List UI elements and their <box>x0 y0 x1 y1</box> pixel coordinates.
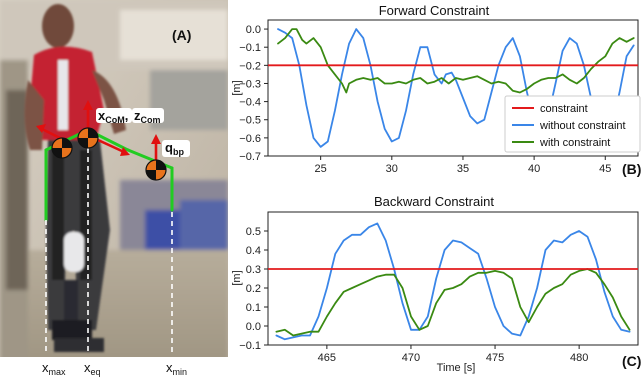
xeq-label: xeq <box>84 360 101 377</box>
series-without-constraint-line <box>277 28 635 148</box>
chart-backward-yticks: 0.5 0.4 0.3 0.2 0.1 0.0 −0.1 <box>239 226 268 352</box>
com-arrow-right <box>97 138 125 154</box>
qbp-label-box <box>162 140 190 157</box>
exoskeleton-photo-panel: xCoM, zCom qbp (A) xmax xeq xmin <box>0 0 228 380</box>
chart-forward-frame <box>267 19 639 157</box>
panel-label-c: (C) <box>622 353 641 369</box>
legend-label-without: without constraint <box>539 120 626 132</box>
reference-lines <box>45 130 173 355</box>
y-tick-label: 0.0 <box>246 24 261 36</box>
bp-arrow-up-head <box>151 134 161 144</box>
marker-left <box>51 137 73 159</box>
x-tick-label: 35 <box>457 163 469 175</box>
chart-backward: Backward Constraint 0.5 0.4 0.3 0.2 0.1 0.0 −0… <box>231 194 641 374</box>
x-tick-label: 475 <box>486 352 504 364</box>
legend-box <box>504 95 641 153</box>
photo-bottom-strip <box>0 357 228 380</box>
chart-forward-plot <box>268 28 638 148</box>
y-tick-label: −0.3 <box>239 78 261 90</box>
x-tick-label: 40 <box>528 163 540 175</box>
xcom-label: xCoM, <box>98 108 128 125</box>
series-with-constraint-line <box>275 268 631 337</box>
chart-forward-xticks: 25 30 35 40 45 <box>315 156 611 175</box>
y-tick-label: 0.2 <box>246 283 261 295</box>
xaxis-label: Time [s] <box>437 362 476 374</box>
y-tick-label: −0.1 <box>239 340 261 352</box>
chart-forward-yticks: 0.0 −0.1 −0.2 −0.3 −0.4 −0.5 −0.6 −0.7 <box>239 24 268 163</box>
chart-backward-xticks: 465 470 475 480 <box>318 345 588 364</box>
y-tick-label: 0.4 <box>246 245 261 257</box>
xcom-label-box <box>96 108 132 123</box>
y-tick-label: 0.5 <box>246 226 261 238</box>
y-tick-label: 0.3 <box>246 264 261 276</box>
chart-forward: Forward Constraint 0.0 −0.1 −0.2 −0.3 −0.4 −0… <box>231 3 641 177</box>
x-tick-label: 465 <box>318 352 336 364</box>
x-tick-label: 30 <box>386 163 398 175</box>
chart-forward-ylabel: [m] <box>231 80 243 95</box>
x-tick-label: 480 <box>570 352 588 364</box>
chart-backward-ylabel: [m] <box>231 270 243 285</box>
chart-forward-title: Forward Constraint <box>379 3 490 18</box>
marker-center <box>77 127 99 149</box>
x-tick-label: 470 <box>402 352 420 364</box>
chart-backward-frame <box>267 211 639 346</box>
zcom-label-box <box>132 108 164 123</box>
y-tick-label: 0.1 <box>246 302 261 314</box>
chart-backward-plot <box>268 222 638 341</box>
y-tick-label: −0.4 <box>239 97 261 109</box>
series-without-constraint-line <box>275 222 631 341</box>
com-arrow-left-head <box>36 124 46 133</box>
y-tick-label: −0.2 <box>239 60 261 72</box>
chart-backward-title: Backward Constraint <box>374 194 494 209</box>
x-tick-label: 45 <box>599 163 611 175</box>
qbp-label: qbp <box>165 140 184 157</box>
xmax-label: xmax <box>42 360 66 377</box>
legend-label-with: with constraint <box>539 137 610 149</box>
chart-forward-legend: constraint without constraint with const… <box>504 95 641 153</box>
y-tick-label: 0.0 <box>246 321 261 333</box>
panel-label-b: (B) <box>622 161 641 177</box>
xmin-label: xmin <box>166 360 187 377</box>
y-tick-label: −0.7 <box>239 151 261 163</box>
marker-right <box>145 159 167 181</box>
y-tick-label: −0.5 <box>239 115 261 127</box>
com-arrow-up-head <box>83 100 93 110</box>
panel-label-a: (A) <box>172 27 191 43</box>
person-figure <box>24 4 126 352</box>
zcom-label: zCom <box>134 108 161 125</box>
com-arrow-right-head <box>120 147 130 156</box>
y-tick-label: −0.1 <box>239 42 261 54</box>
x-tick-label: 25 <box>315 163 327 175</box>
legend-label-constraint: constraint <box>540 103 588 115</box>
y-tick-label: −0.6 <box>239 133 261 145</box>
series-with-constraint-line <box>277 28 635 94</box>
